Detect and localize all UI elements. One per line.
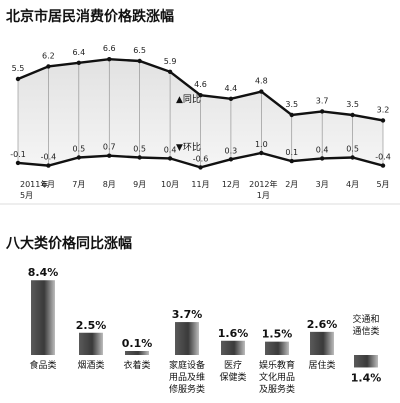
label-mom: 0.5 xyxy=(346,145,359,154)
line-chart-title: 北京市居民消费价格跌涨幅 xyxy=(6,8,174,25)
label-yoy: 4.4 xyxy=(225,84,238,93)
bar xyxy=(310,331,334,355)
point-yoy xyxy=(380,118,386,123)
bar xyxy=(79,332,103,355)
label-mom: 1.0 xyxy=(255,140,268,149)
bar-value-label: 0.1% xyxy=(122,337,153,350)
point-yoy xyxy=(76,60,82,65)
label-yoy: 5.9 xyxy=(164,57,177,66)
bar xyxy=(125,351,149,355)
label-yoy: 3.5 xyxy=(346,100,359,109)
point-mom xyxy=(198,165,203,170)
point-yoy xyxy=(350,112,355,118)
point-mom xyxy=(319,156,325,161)
label-yoy: 4.6 xyxy=(194,80,207,89)
label-yoy: 6.2 xyxy=(42,51,55,60)
label-yoy: 6.4 xyxy=(72,48,85,57)
bar-category-label: 娱乐教育文化用品及服务类 xyxy=(259,359,295,395)
bar-value-label: 2.6% xyxy=(307,318,338,331)
legend-mom: ▼环比 xyxy=(176,141,201,153)
point-yoy xyxy=(228,96,234,102)
point-yoy xyxy=(137,58,142,64)
bar-value-label: 3.7% xyxy=(172,308,203,321)
label-yoy: 6.5 xyxy=(133,46,146,55)
point-yoy xyxy=(15,76,21,82)
point-mom xyxy=(46,163,51,168)
point-yoy xyxy=(319,109,325,114)
x-tick-label: 7月 xyxy=(72,180,85,189)
x-tick-label: 2月 xyxy=(285,180,298,189)
x-tick-label: 2012年 1月 xyxy=(249,179,277,200)
label-mom: 0.4 xyxy=(164,145,177,154)
point-yoy xyxy=(289,112,294,118)
bar-category-label: 居住类 xyxy=(308,359,335,371)
x-tick-label: 4月 xyxy=(346,180,359,189)
bar xyxy=(31,280,55,355)
label-yoy: 3.2 xyxy=(377,105,390,114)
bar-value-label: 1.5% xyxy=(262,328,293,341)
label-yoy: 5.5 xyxy=(12,64,25,73)
point-yoy xyxy=(107,57,112,62)
point-mom xyxy=(380,163,386,168)
bar-category-label: 衣着类 xyxy=(123,359,150,371)
point-mom xyxy=(15,160,21,166)
bar-category-label: 食品类 xyxy=(29,359,56,371)
label-mom: 0.5 xyxy=(133,145,146,154)
label-mom: -0.4 xyxy=(375,153,391,162)
label-yoy: 3.7 xyxy=(316,96,329,105)
bar-value-label: 2.5% xyxy=(76,319,107,332)
label-mom: 0.4 xyxy=(316,145,329,154)
x-tick-label: 2011年 5月 xyxy=(20,179,48,200)
point-yoy xyxy=(167,69,173,75)
bar xyxy=(175,322,199,355)
label-mom: 0.5 xyxy=(72,145,85,154)
label-yoy: 6.6 xyxy=(103,44,116,53)
x-tick-label: 11月 xyxy=(191,180,209,189)
label-mom: -0.4 xyxy=(41,153,57,162)
label-mom: 0.1 xyxy=(285,148,298,157)
bar-chart-title: 八大类价格同比涨幅 xyxy=(5,235,132,252)
point-mom xyxy=(350,155,355,160)
x-tick-label: 6月 xyxy=(42,180,55,189)
label-mom: 0.7 xyxy=(103,143,116,152)
point-mom xyxy=(259,150,264,156)
label-mom: 0.3 xyxy=(225,146,238,155)
bar-chart-marks: 8.4% 食品类 2.5% 烟酒类 0.1% 衣着类 3.7% 家庭设备用品及维修服务类 1.6… xyxy=(28,266,382,395)
x-tick-label: 8月 xyxy=(103,180,116,189)
point-mom xyxy=(228,157,234,162)
bar-value-label: 1.6% xyxy=(218,327,249,340)
point-yoy xyxy=(198,93,203,98)
bar-category-label: 医疗保健类 xyxy=(219,359,246,383)
legend-yoy: ▲同比 xyxy=(176,93,201,105)
point-yoy xyxy=(259,89,264,94)
x-tick-label: 3月 xyxy=(316,180,329,189)
point-mom xyxy=(289,158,294,164)
bar-category-label: 交通和通信类 xyxy=(352,313,379,337)
x-tick-label: 9月 xyxy=(133,180,146,189)
bar xyxy=(221,340,245,355)
point-mom xyxy=(76,155,82,160)
bar xyxy=(354,355,378,368)
bar-category-label: 烟酒类 xyxy=(77,359,104,371)
label-mom: -0.6 xyxy=(193,154,209,163)
line-chart-marks: 5.5 -0.1 6.2 -0.4 6.4 0.5 6.6 0.7 6.5 0.5 5.9 0.4 4.… xyxy=(10,44,391,200)
label-yoy: 3.5 xyxy=(285,100,298,109)
label-mom: -0.1 xyxy=(10,150,26,159)
label-yoy: 4.8 xyxy=(255,77,268,86)
point-mom xyxy=(167,156,173,161)
point-mom xyxy=(107,153,112,158)
bar-value-label: 1.4% xyxy=(351,371,382,384)
bar xyxy=(265,341,289,355)
point-yoy xyxy=(46,64,51,69)
x-tick-label: 12月 xyxy=(222,180,240,189)
x-tick-label: 5月 xyxy=(376,180,389,189)
bar-value-label: 8.4% xyxy=(28,266,59,279)
bar-category-label: 家庭设备用品及维修服务类 xyxy=(169,359,205,395)
point-mom xyxy=(137,155,142,160)
x-tick-label: 10月 xyxy=(161,180,179,189)
